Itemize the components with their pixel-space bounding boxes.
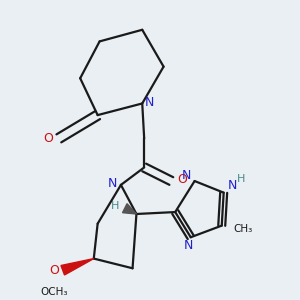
Text: N: N (227, 179, 237, 192)
Text: H: H (111, 201, 120, 211)
Text: N: N (145, 96, 154, 109)
Text: N: N (182, 169, 191, 182)
Text: OCH₃: OCH₃ (40, 286, 68, 296)
Text: N: N (108, 177, 117, 190)
Text: O: O (177, 172, 187, 186)
Text: O: O (43, 132, 53, 145)
Text: N: N (184, 239, 194, 252)
Text: O: O (49, 264, 59, 277)
Polygon shape (122, 204, 136, 214)
Text: CH₃: CH₃ (233, 224, 253, 234)
Polygon shape (61, 259, 94, 275)
Text: H: H (237, 174, 245, 184)
